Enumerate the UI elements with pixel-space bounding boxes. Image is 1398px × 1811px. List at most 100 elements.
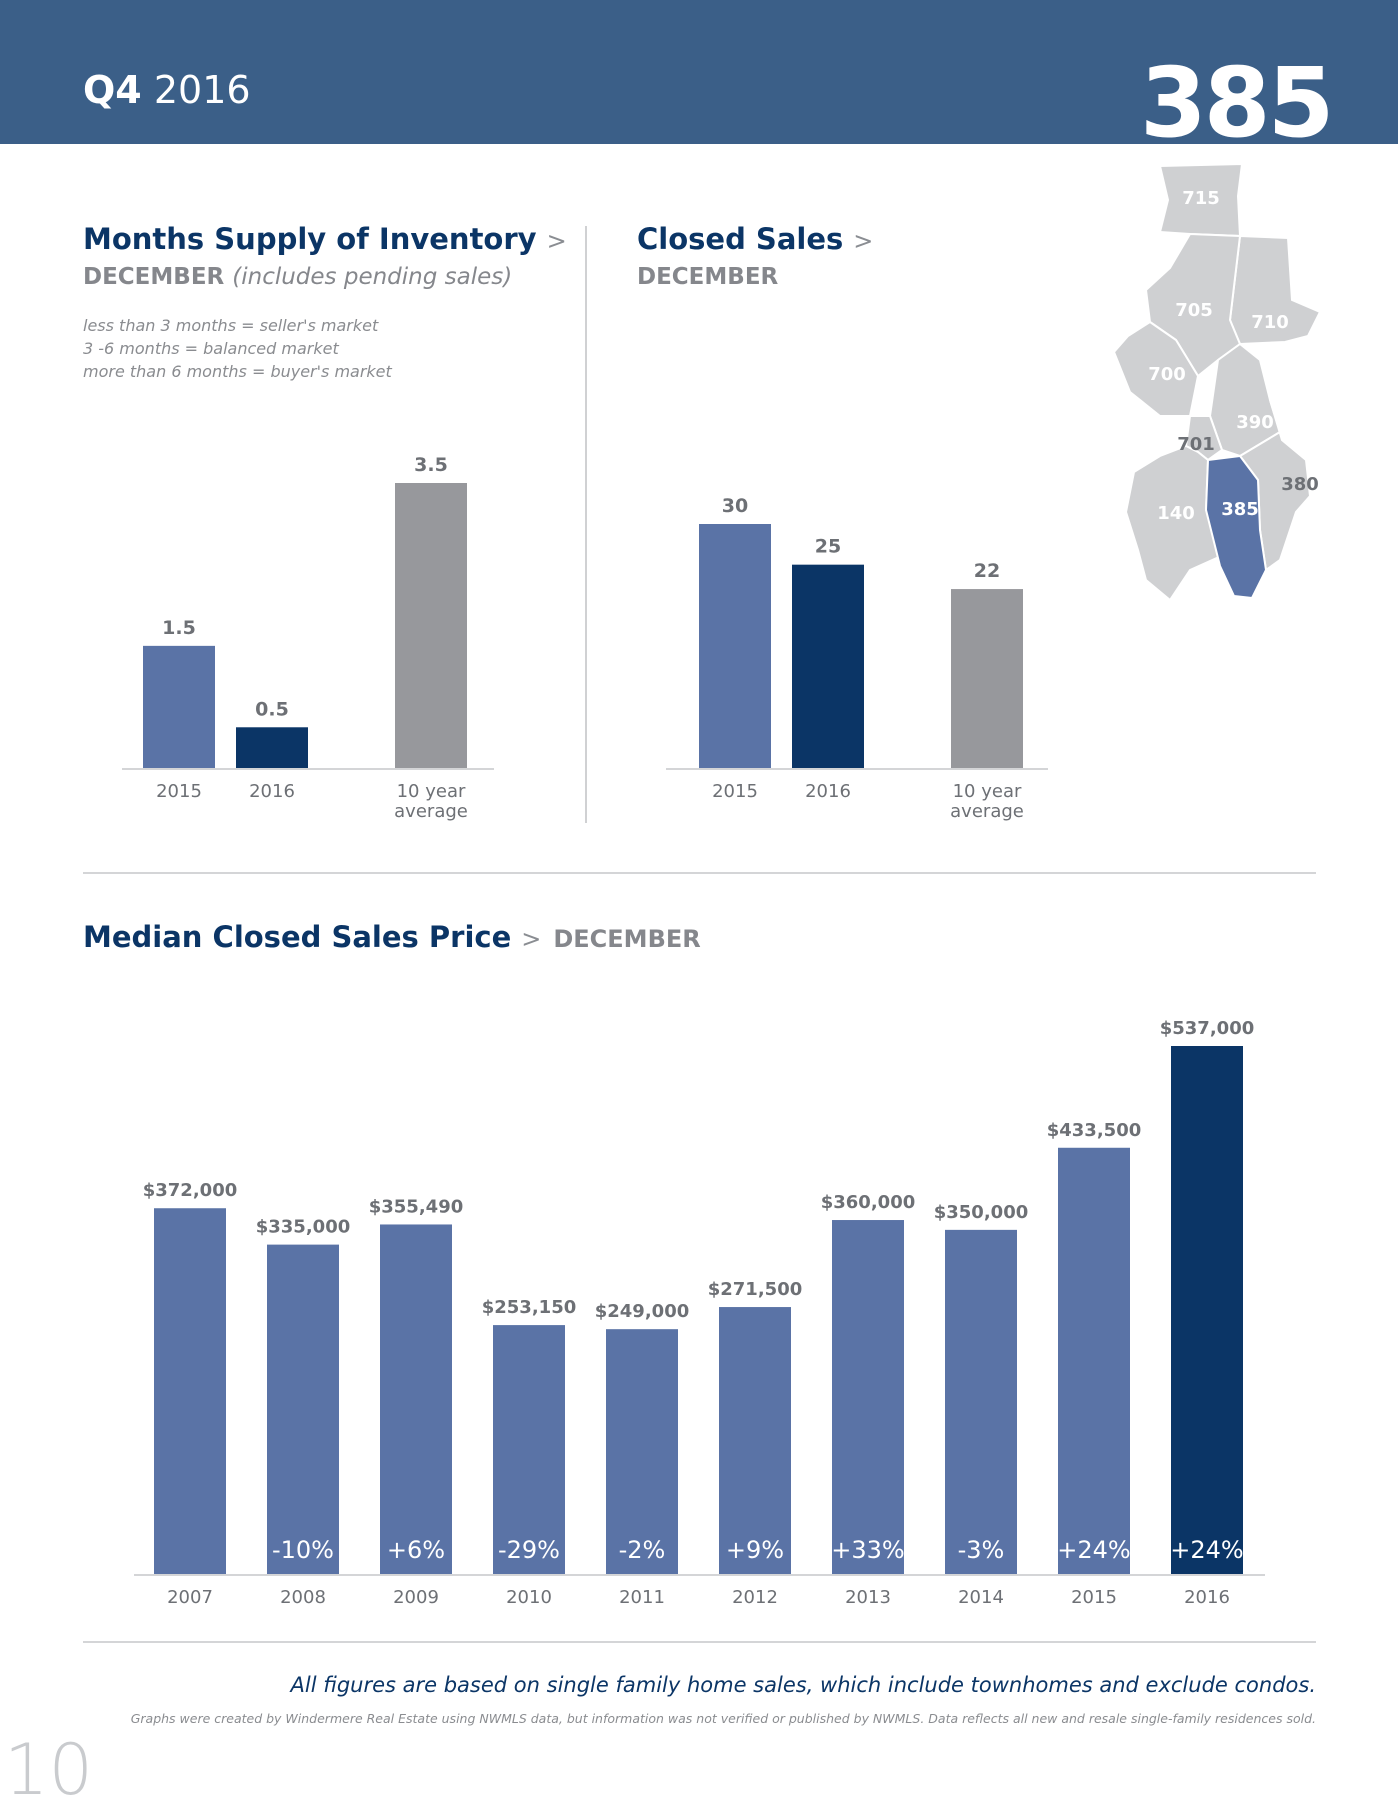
- supply-category-label-2015: 2015: [156, 781, 202, 802]
- footer-disclaimer: Graphs were created by Windermere Real E…: [130, 1711, 1316, 1726]
- map-label-700: 700: [1148, 364, 1186, 385]
- median-category-label-2016: 2016: [1184, 1587, 1230, 1608]
- supply-subtitle-note: (includes pending sales): [232, 264, 513, 290]
- median-category-label-2015: 2015: [1071, 1587, 1117, 1608]
- median-value-label-2013: $360,000: [821, 1192, 916, 1213]
- section-rule-bottom: [83, 1641, 1316, 1643]
- median-category-label-2010: 2010: [506, 1587, 552, 1608]
- median-change-label-2016: +24%: [1170, 1536, 1243, 1564]
- quarter-label: Q4 2016: [83, 68, 251, 112]
- market-note-balanced: 3 -6 months = balanced market: [83, 339, 339, 358]
- closed-bar-2015: [699, 524, 771, 768]
- median-value-label-2012: $271,500: [708, 1279, 803, 1300]
- median-value-label-2015: $433,500: [1047, 1120, 1142, 1141]
- supply-title: Months Supply of Inventory >: [83, 222, 567, 256]
- median-bar-2010: [493, 1325, 565, 1574]
- median-category-label-2009: 2009: [393, 1587, 439, 1608]
- median-change-label-2008: -10%: [272, 1536, 334, 1564]
- region-map: 715 705 710 700 390 701 380 140 385: [1112, 162, 1322, 602]
- median-category-label-2013: 2013: [845, 1587, 891, 1608]
- median-value-label-2010: $253,150: [482, 1297, 577, 1318]
- median-category-label-2014: 2014: [958, 1587, 1004, 1608]
- closed-arrow: >: [853, 227, 874, 255]
- closed-value-label-2016: 25: [815, 536, 841, 558]
- supply-value-label-2015: 1.5: [162, 617, 196, 639]
- median-bar-2008: [267, 1244, 339, 1574]
- median-bar-2014: [945, 1229, 1017, 1574]
- median-bar-2007: [154, 1208, 226, 1574]
- supply-value-label-2016: 0.5: [255, 698, 289, 720]
- year: 2016: [153, 68, 251, 112]
- map-label-705: 705: [1175, 300, 1213, 321]
- median-bar-2013: [832, 1220, 904, 1574]
- supply-month: DECEMBER: [83, 264, 225, 290]
- median-change-label-2009: +6%: [387, 1536, 445, 1564]
- supply-arrow: >: [546, 227, 567, 255]
- median-bar-2012: [719, 1307, 791, 1574]
- median-bar-2011: [606, 1329, 678, 1574]
- page-number: 10: [4, 1729, 94, 1811]
- quarter: Q4: [83, 68, 142, 112]
- median-title-text: Median Closed Sales Price: [83, 920, 512, 954]
- supply-subtitle: DECEMBER (includes pending sales): [83, 264, 512, 290]
- map-region-385: [1204, 454, 1268, 600]
- section-rule-top: [83, 872, 1316, 874]
- region-number: 385: [1140, 47, 1334, 159]
- median-subtitle: DECEMBER: [553, 925, 701, 953]
- median-change-label-2011: -2%: [619, 1536, 666, 1564]
- closed-bar-10-year-average: [951, 589, 1023, 768]
- closed-category-label-2016: 2016: [805, 781, 851, 802]
- footer-note: All figures are based on single family h…: [290, 1673, 1316, 1697]
- supply-title-text: Months Supply of Inventory: [83, 222, 537, 256]
- map-region-700: [1112, 320, 1200, 417]
- closed-category-label-10-year-average: 10 year: [953, 781, 1022, 802]
- median-change-label-2015: +24%: [1057, 1536, 1130, 1564]
- supply-category-label-10-year-average: 10 year: [397, 781, 466, 802]
- closed-value-label-2015: 30: [722, 495, 748, 517]
- median-category-label-2008: 2008: [280, 1587, 326, 1608]
- supply-bar-2016: [236, 727, 308, 768]
- closed-value-label-10-year-average: 22: [974, 560, 1000, 582]
- map-label-715: 715: [1182, 188, 1220, 209]
- closed-category-label-10-year-average-line2: average: [950, 801, 1024, 822]
- header-banner: Q4 2016: [0, 0, 1398, 144]
- median-bar-2015: [1058, 1147, 1130, 1574]
- median-value-label-2014: $350,000: [934, 1202, 1029, 1223]
- median-bar-2009: [380, 1224, 452, 1574]
- map-label-385: 385: [1221, 499, 1259, 520]
- section-divider: [585, 226, 587, 823]
- median-change-label-2012: +9%: [726, 1536, 784, 1564]
- market-legend: less than 3 months = seller's market 3 -…: [83, 314, 392, 383]
- median-category-label-2011: 2011: [619, 1587, 665, 1608]
- median-change-label-2014: -3%: [958, 1536, 1005, 1564]
- median-category-label-2007: 2007: [167, 1587, 213, 1608]
- supply-category-label-2016: 2016: [249, 781, 295, 802]
- median-value-label-2016: $537,000: [1160, 1018, 1255, 1039]
- median-value-label-2011: $249,000: [595, 1301, 690, 1322]
- closed-bar-2016: [792, 564, 864, 768]
- median-value-label-2009: $355,490: [369, 1196, 464, 1217]
- median-category-label-2012: 2012: [732, 1587, 778, 1608]
- closed-title: Closed Sales >: [637, 222, 873, 256]
- market-note-buyers: more than 6 months = buyer's market: [83, 362, 392, 381]
- supply-category-label-10-year-average-line2: average: [394, 801, 468, 822]
- map-label-380: 380: [1281, 474, 1319, 495]
- map-label-701: 701: [1177, 434, 1215, 455]
- supply-bar-10-year-average: [395, 483, 467, 768]
- median-change-label-2013: +33%: [831, 1536, 904, 1564]
- map-label-390: 390: [1236, 412, 1274, 433]
- median-value-label-2007: $372,000: [143, 1180, 238, 1201]
- supply-bar-2015: [143, 645, 215, 768]
- map-region-380: [1238, 399, 1312, 572]
- median-arrow: >: [521, 925, 542, 953]
- closed-category-label-2015: 2015: [712, 781, 758, 802]
- median-title: Median Closed Sales Price > DECEMBER: [83, 920, 701, 954]
- market-note-sellers: less than 3 months = seller's market: [83, 316, 379, 335]
- closed-subtitle: DECEMBER: [637, 264, 779, 290]
- median-value-label-2008: $335,000: [256, 1217, 351, 1238]
- closed-title-text: Closed Sales: [637, 222, 844, 256]
- median-change-label-2010: -29%: [498, 1536, 560, 1564]
- map-label-140: 140: [1157, 503, 1195, 524]
- map-regions: [1112, 162, 1322, 602]
